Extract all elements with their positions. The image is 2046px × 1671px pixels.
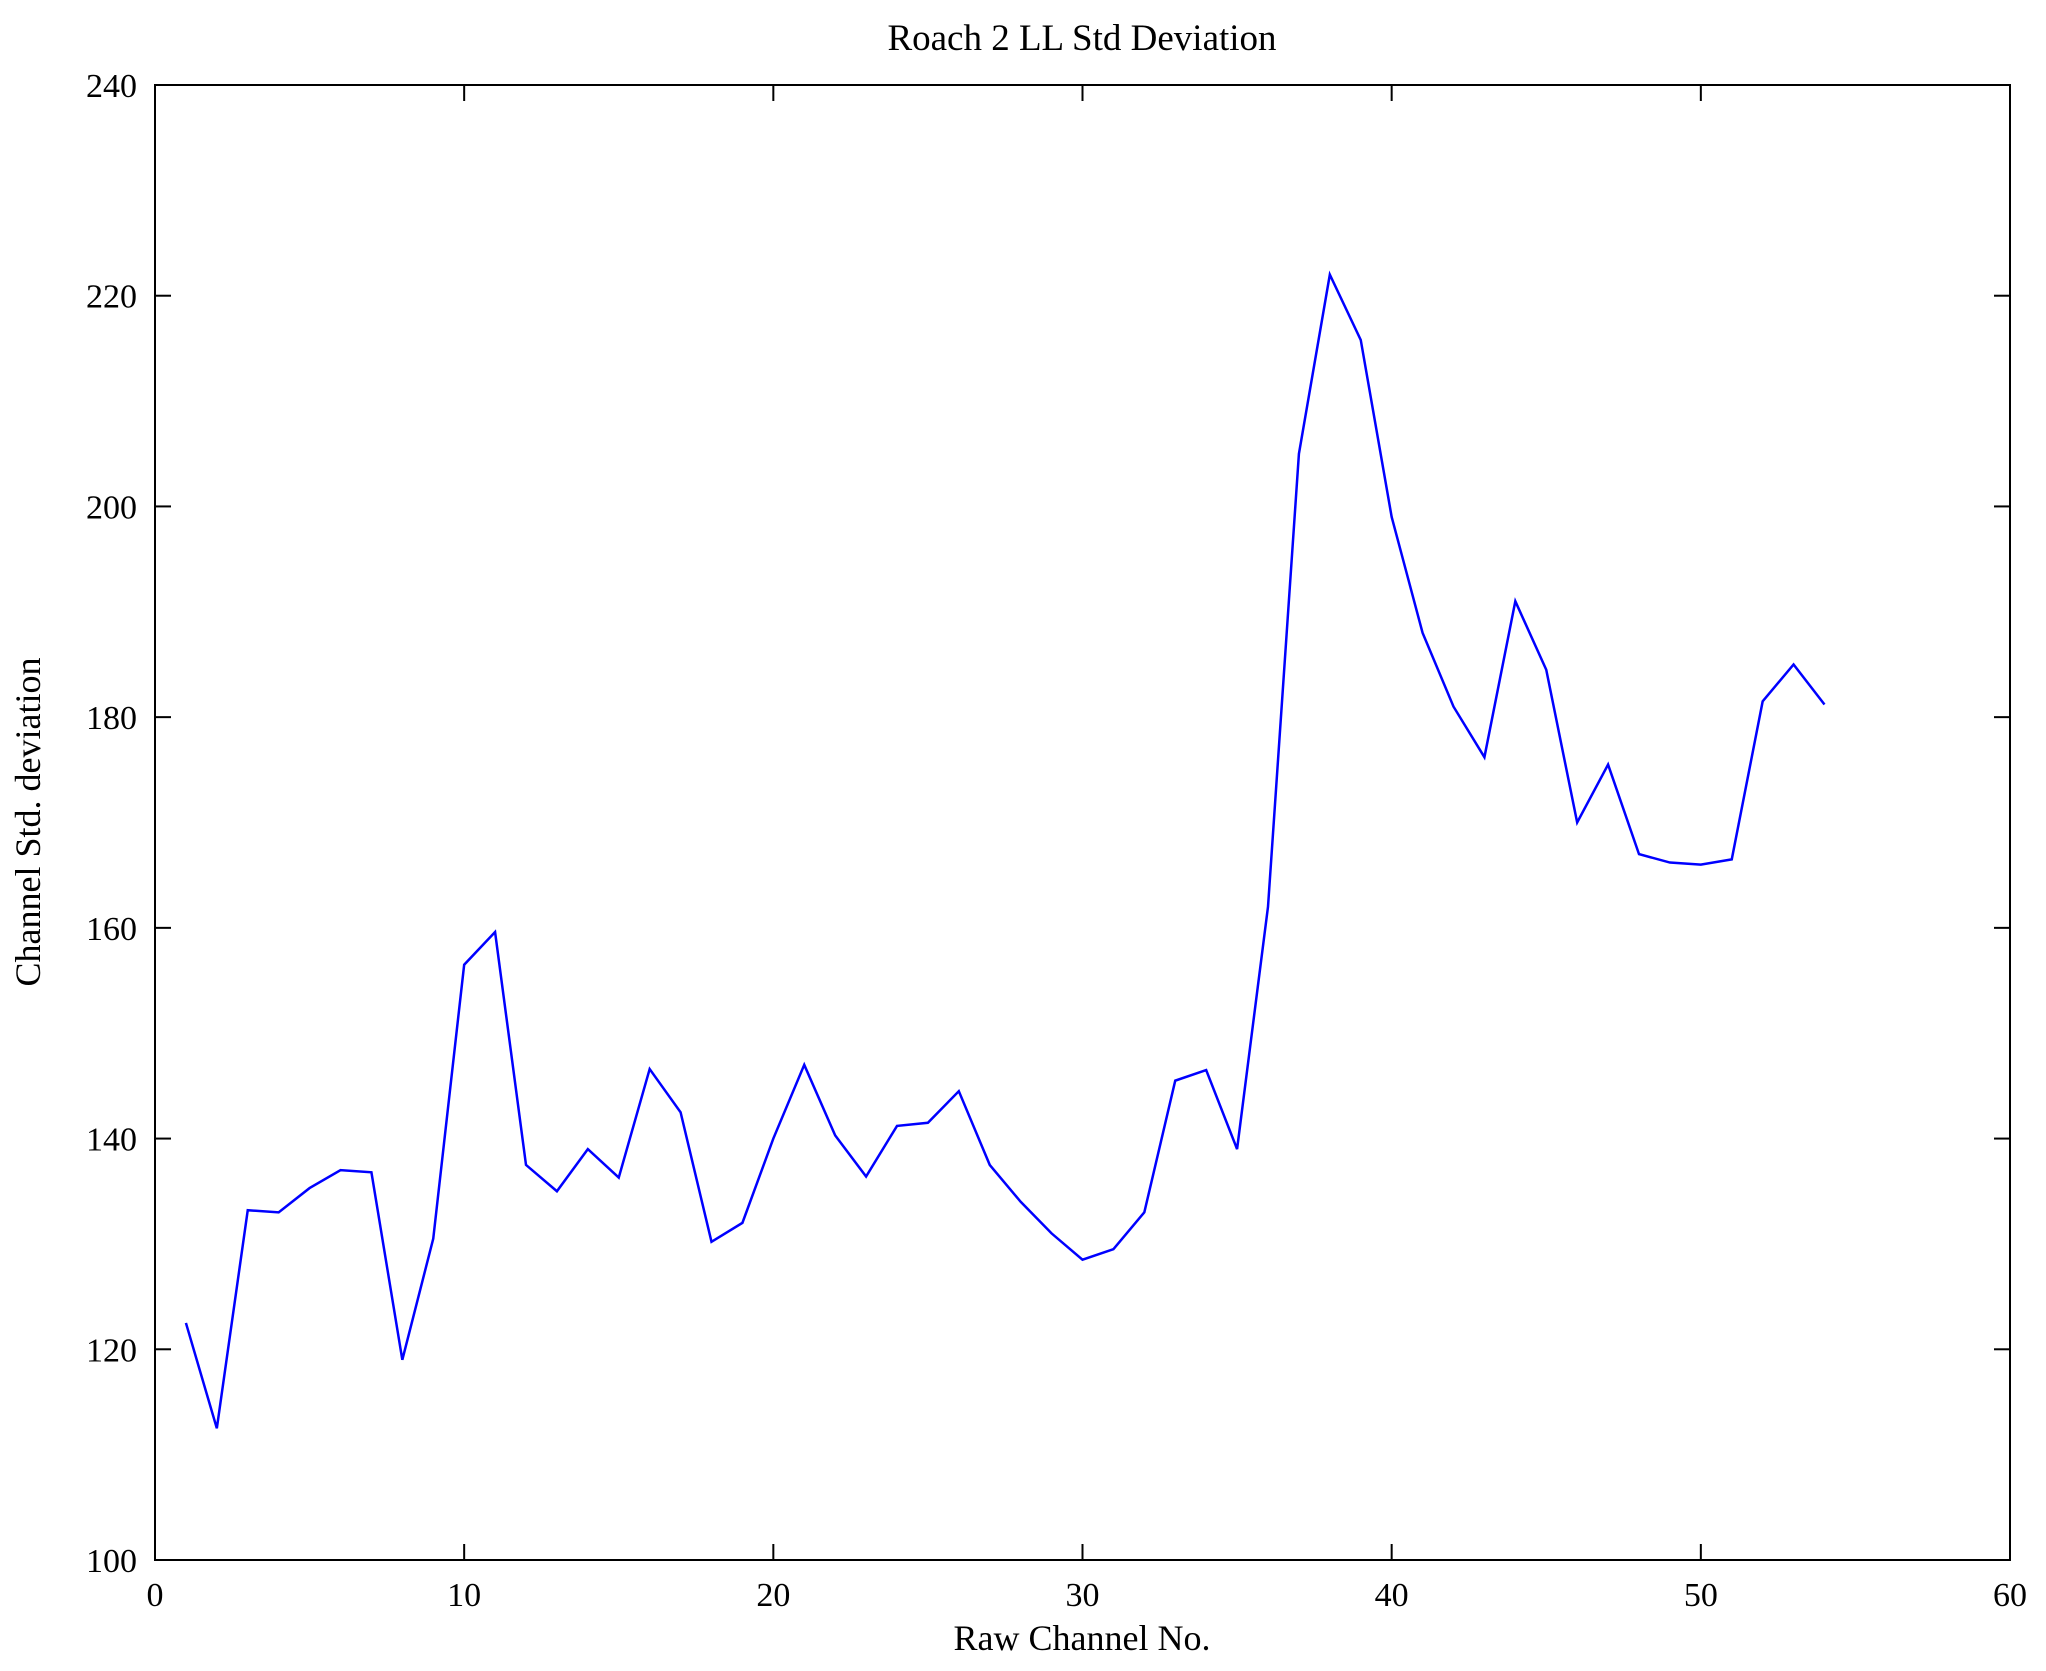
x-tick-label: 30	[1066, 1577, 1100, 1614]
x-tick-label: 20	[756, 1577, 790, 1614]
y-tick-label: 100	[86, 1543, 137, 1580]
x-tick-label: 60	[1993, 1577, 2027, 1614]
y-axis-label: Channel Std. deviation	[8, 658, 48, 987]
x-tick-label: 40	[1375, 1577, 1409, 1614]
x-tick-label: 10	[447, 1577, 481, 1614]
y-tick-label: 220	[86, 279, 137, 316]
tick-labels: 0 10 20 30 40 50 60 100 120 140 160 180 200 220 240	[86, 68, 2027, 1614]
data-series-line	[184, 270, 1826, 1429]
axis-ticks	[154, 84, 2011, 1561]
chart-title: Roach 2 LL Std Deviation	[887, 18, 1276, 59]
y-tick-label: 180	[86, 700, 137, 737]
x-tick-label: 50	[1684, 1577, 1718, 1614]
x-tick-label: 0	[147, 1577, 164, 1614]
y-tick-label: 140	[86, 1122, 137, 1159]
y-tick-label: 240	[86, 68, 137, 105]
plot-frame	[154, 84, 2011, 1561]
y-tick-label: 120	[86, 1332, 137, 1369]
y-tick-label: 200	[86, 489, 137, 526]
x-axis-label: Raw Channel No.	[954, 1618, 1211, 1658]
y-tick-label: 160	[86, 911, 137, 948]
